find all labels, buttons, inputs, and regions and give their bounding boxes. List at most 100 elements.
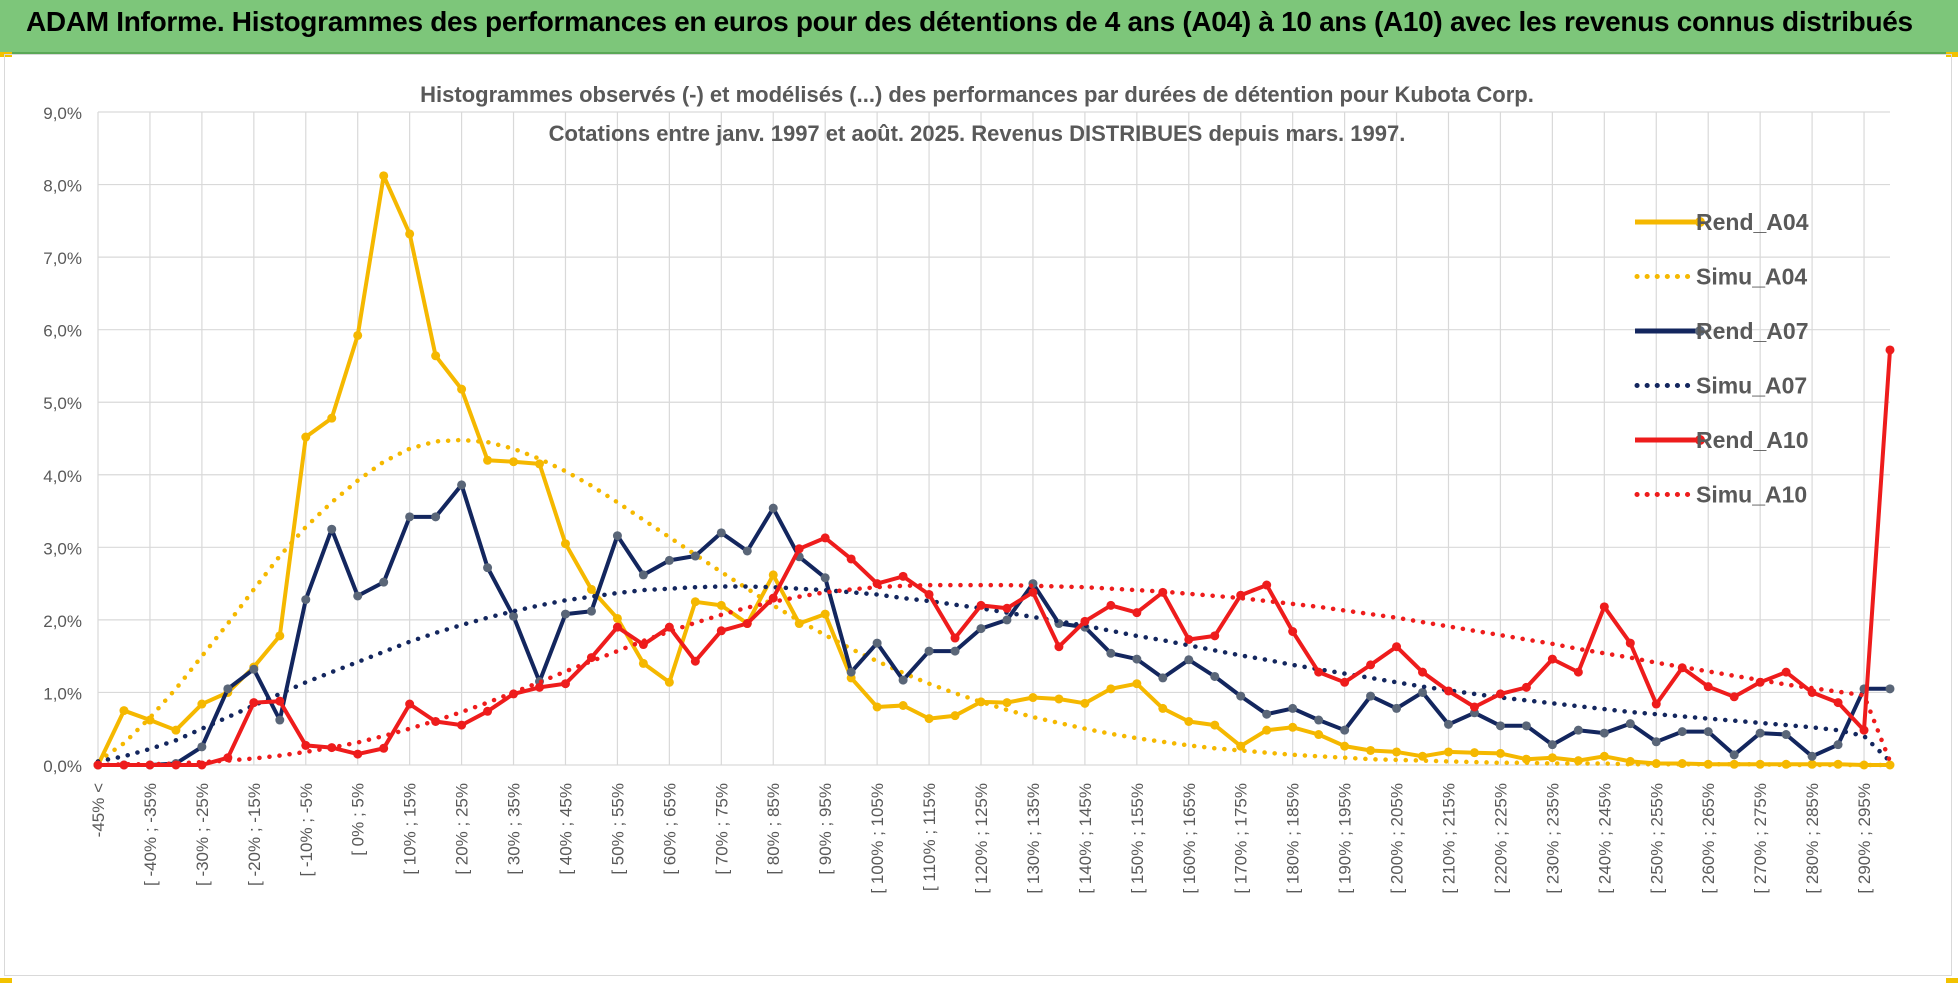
rend-a04-point [768, 570, 778, 580]
rend-a04-point [431, 351, 441, 361]
rend-a07-point [1755, 728, 1765, 738]
rend-a07-point [1392, 703, 1402, 713]
rend-a07-point [1547, 740, 1557, 750]
rend-a10-point [1885, 345, 1895, 355]
rend-a10-point [1495, 689, 1505, 699]
x-tick-label: [ -20% ; -15% [245, 783, 264, 886]
rend-a07-point [1625, 719, 1635, 729]
rend-a07-point [353, 591, 363, 601]
rend-a04-point [1392, 747, 1402, 757]
rend-a07-point [249, 664, 259, 674]
rend-a07-point [1807, 751, 1817, 761]
rend-a07-point [1599, 728, 1609, 738]
rend-a10-point [976, 600, 986, 610]
y-tick-label: 2,0% [43, 612, 82, 631]
rend-a10-point [1184, 634, 1194, 644]
corner-mark [0, 978, 12, 983]
rend-a10-point [1392, 642, 1402, 652]
rend-a04-point [820, 609, 830, 619]
rend-a07-point [612, 531, 622, 541]
rend-a07-point [664, 555, 674, 565]
x-tick-label: [ 70% ; 75% [712, 783, 731, 875]
rend-a04-point [638, 658, 648, 668]
rend-a04-point [1859, 760, 1869, 770]
rend-a04-point [898, 701, 908, 711]
chart-title: Histogrammes observés (-) et modélisés (… [420, 82, 1534, 107]
rend-a04-point [872, 702, 882, 712]
rend-a04-point [612, 613, 622, 623]
legend-label-simu-a10: Simu_A10 [1696, 482, 1807, 508]
rend-a10-point [820, 533, 830, 543]
rend-a07-point [846, 667, 856, 677]
rend-a07-point [898, 675, 908, 685]
rend-a07-point [1288, 703, 1298, 713]
rend-a07-point [560, 609, 570, 619]
rend-a07-line [98, 482, 1890, 767]
rend-a10-point [275, 696, 285, 706]
rend-a10-point [846, 554, 856, 564]
rend-a04-point [1288, 722, 1298, 732]
rend-a04-point [1418, 751, 1428, 761]
rend-a04-point [1132, 679, 1142, 689]
rend-a10-point [950, 633, 960, 643]
rend-a07-point [1833, 740, 1843, 750]
x-tick-label: [ -30% ; -25% [193, 783, 212, 886]
rend-a07-point [1106, 648, 1116, 658]
x-tick-label: [ 20% ; 25% [453, 783, 472, 875]
legend-label-rend-a07: Rend_A07 [1696, 318, 1808, 344]
rend-a07-point [483, 563, 493, 573]
rend-a10-point [1573, 667, 1583, 677]
rend-a07-point [1262, 709, 1272, 719]
rend-a07-point [1521, 721, 1531, 731]
x-tick-label: [ 140% ; 145% [1076, 783, 1095, 894]
rend-a07-point [768, 503, 778, 513]
rend-a07-point [872, 638, 882, 648]
rend-a04-point [1547, 753, 1557, 763]
rend-a10-point [1521, 682, 1531, 692]
rend-a07-point [1314, 715, 1324, 725]
rend-a04-point [1184, 716, 1194, 726]
rend-a04-point [1106, 684, 1116, 694]
rend-a04-point [1729, 759, 1739, 769]
legend-marker-rend-a04 [1695, 217, 1705, 227]
rend-a10-point [1054, 642, 1064, 652]
rend-a07-point [1418, 687, 1428, 697]
rend-a04-point [1262, 725, 1272, 735]
rend-a04-point [457, 384, 467, 394]
legend-marker-rend-a10 [1695, 435, 1705, 445]
y-tick-label: 7,0% [43, 249, 82, 268]
x-tick-label: [ 200% ; 205% [1388, 783, 1407, 894]
rend-a04-point [1469, 748, 1479, 758]
rend-a07-point [197, 742, 207, 752]
rend-a10-point [535, 682, 545, 692]
report-title: ADAM Informe. Histogrammes des performan… [26, 6, 1913, 37]
x-tick-label: [ 90% ; 95% [816, 783, 835, 875]
rend-a04-point [716, 600, 726, 610]
rend-a10-line [98, 349, 1892, 767]
x-tick-label: [ 0% ; 5% [349, 783, 368, 856]
rend-a10-point [1859, 725, 1869, 735]
legend-label-simu-a04: Simu_A04 [1696, 264, 1807, 290]
x-tick-label: [ 290% ; 295% [1855, 783, 1874, 894]
rend-a04-point [1340, 741, 1350, 751]
x-tick-label: [ 50% ; 55% [608, 783, 627, 875]
rend-a10-point [742, 619, 752, 629]
rend-a04-point [1885, 760, 1895, 770]
rend-a10-point [1625, 638, 1635, 648]
rend-a04-point [119, 706, 129, 716]
rend-a04-point [1236, 741, 1246, 751]
chart-frame [4, 54, 1952, 976]
rend-a10-point [1729, 692, 1739, 702]
rend-a10-point [353, 749, 363, 759]
rend-a07-point [586, 606, 596, 616]
rend-a04-point [1158, 703, 1168, 713]
x-tick-label: [ 250% ; 255% [1647, 783, 1666, 894]
rend-a04-point [327, 413, 337, 423]
x-axis-ticks: -45% < [ -40% ; -35% [ -30% ; -25% [ -20% ;… [89, 783, 1874, 894]
x-tick-label: [ 210% ; 215% [1439, 783, 1458, 894]
x-tick-label: [ 190% ; 195% [1336, 783, 1355, 894]
y-tick-label: 1,0% [43, 684, 82, 703]
x-tick-label: [ 100% ; 105% [868, 783, 887, 894]
x-tick-label: [ 40% ; 45% [556, 783, 575, 875]
chart-subtitle: Cotations entre janv. 1997 et août. 2025… [549, 121, 1406, 146]
